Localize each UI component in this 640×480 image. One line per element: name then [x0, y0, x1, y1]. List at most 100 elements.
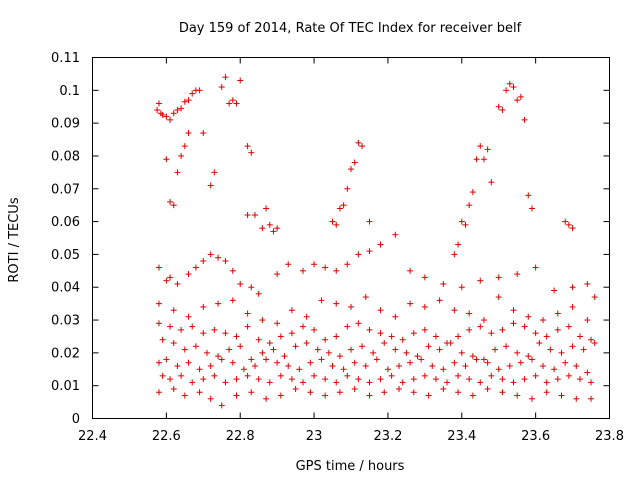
- data-point: [444, 379, 451, 386]
- data-point: [432, 333, 439, 340]
- y-tick-label: 0.08: [51, 149, 80, 164]
- y-axis-label: ROTI / TECUs: [7, 197, 22, 282]
- data-point: [355, 320, 362, 327]
- data-point: [440, 366, 447, 373]
- data-point: [384, 366, 391, 373]
- data-point: [259, 349, 266, 356]
- data-point: [569, 284, 576, 291]
- data-point: [218, 84, 225, 91]
- data-point: [263, 205, 270, 212]
- data-point: [155, 100, 162, 107]
- data-point: [584, 280, 591, 287]
- data-point: [451, 359, 458, 366]
- data-point: [181, 392, 188, 399]
- data-point: [525, 313, 532, 320]
- data-point: [303, 340, 310, 347]
- data-point: [299, 379, 306, 386]
- data-point: [270, 346, 277, 353]
- data-point: [488, 330, 495, 337]
- data-point: [484, 359, 491, 366]
- data-point: [473, 356, 480, 363]
- data-point: [510, 320, 517, 327]
- data-point: [521, 323, 528, 330]
- data-point: [510, 84, 517, 91]
- data-point: [174, 362, 181, 369]
- data-point: [233, 392, 240, 399]
- data-point: [233, 333, 240, 340]
- data-point: [455, 372, 462, 379]
- data-point: [554, 310, 561, 317]
- data-point: [440, 385, 447, 392]
- data-point: [436, 346, 443, 353]
- data-point: [359, 343, 366, 350]
- data-point: [466, 310, 473, 317]
- data-point: [370, 349, 377, 356]
- data-point: [167, 274, 174, 281]
- data-point: [396, 362, 403, 369]
- data-point: [181, 143, 188, 150]
- data-point: [495, 366, 502, 373]
- data-point: [259, 317, 266, 324]
- data-point: [192, 264, 199, 271]
- y-tick-label: 0.1: [59, 84, 80, 99]
- data-point: [285, 261, 292, 268]
- data-point: [432, 376, 439, 383]
- data-point: [244, 310, 251, 317]
- data-point: [218, 356, 225, 363]
- data-point: [155, 320, 162, 327]
- data-point: [277, 372, 284, 379]
- data-point: [429, 362, 436, 369]
- data-point: [274, 320, 281, 327]
- data-point: [251, 212, 258, 219]
- data-point: [185, 271, 192, 278]
- data-point: [425, 392, 432, 399]
- data-point: [488, 372, 495, 379]
- data-point: [233, 100, 240, 107]
- data-point: [215, 300, 222, 307]
- data-point: [455, 241, 462, 248]
- data-point: [488, 179, 495, 186]
- data-point: [196, 87, 203, 94]
- data-point: [222, 379, 229, 386]
- data-point: [569, 343, 576, 350]
- data-point: [163, 277, 170, 284]
- y-tick-label: 0: [72, 412, 80, 427]
- data-point: [181, 346, 188, 353]
- data-point: [170, 385, 177, 392]
- data-point: [336, 205, 343, 212]
- data-point: [499, 107, 506, 114]
- data-point: [362, 362, 369, 369]
- chart-title: Day 159 of 2014, Rate Of TEC Index for r…: [179, 21, 522, 36]
- data-point: [421, 274, 428, 281]
- data-point: [528, 395, 535, 402]
- data-point: [551, 287, 558, 294]
- data-point: [554, 376, 561, 383]
- data-point: [163, 356, 170, 363]
- data-point: [484, 385, 491, 392]
- data-point: [255, 290, 262, 297]
- data-point: [185, 359, 192, 366]
- data-point: [174, 107, 181, 114]
- data-point: [259, 225, 266, 232]
- data-point: [318, 297, 325, 304]
- axis-ticks: 22.4 22.6 22.8 23 23.2 23.4 23.6 23.8 0 0.01 0.02 0…: [51, 51, 624, 444]
- data-point: [229, 97, 236, 104]
- x-tick-label: 23.4: [447, 429, 476, 444]
- data-point: [532, 372, 539, 379]
- data-point: [377, 307, 384, 314]
- data-point: [440, 280, 447, 287]
- data-point: [274, 271, 281, 278]
- plot-frame: [92, 57, 610, 419]
- data-point: [495, 103, 502, 110]
- x-tick-label: 22.4: [78, 429, 107, 444]
- data-point: [155, 300, 162, 307]
- data-point: [514, 271, 521, 278]
- data-point: [517, 359, 524, 366]
- data-point: [277, 392, 284, 399]
- data-point: [155, 264, 162, 271]
- data-point: [521, 376, 528, 383]
- data-point: [421, 372, 428, 379]
- data-point: [366, 248, 373, 255]
- data-point: [436, 297, 443, 304]
- data-point: [178, 372, 185, 379]
